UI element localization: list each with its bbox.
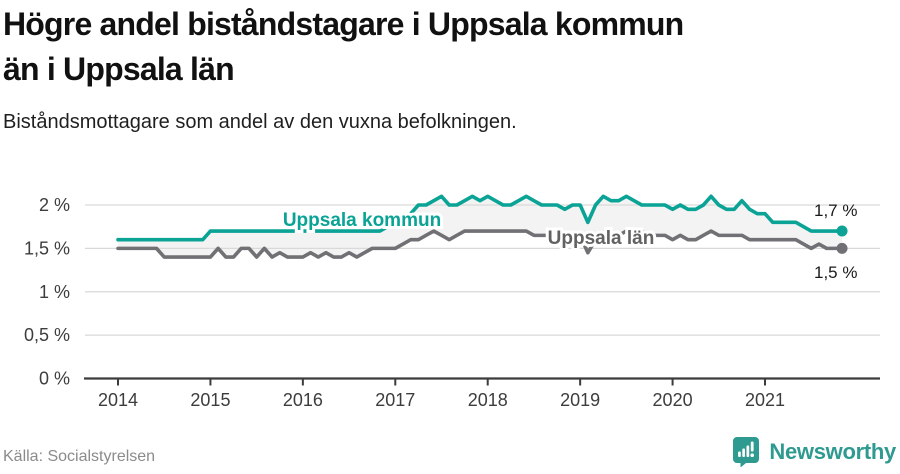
newsworthy-chart-bubble-icon [733,437,760,467]
series-end-dot-lan [836,242,848,254]
series-label-kommun: Uppsala kommun [283,210,441,231]
series-line-lan [116,229,844,259]
x-tick-label: 2020 [653,390,693,410]
line-chart: 2014 2015 2016 2017 2018 2019 2020 2021 0 % 0,5 %… [0,160,900,420]
between-series-fill [118,196,843,258]
y-tick-label: 2 % [39,195,70,215]
y-tick-label: 1,5 % [24,238,70,258]
series-end-dot-kommun [836,225,848,237]
x-tick-label: 2021 [745,390,785,410]
page-title: Högre andel biståndstagare i Uppsala kom… [3,2,897,92]
end-value-label-lan: 1,5 % [814,263,857,282]
x-tick-label: 2015 [190,390,230,410]
source-note: Källa: Socialstyrelsen [3,448,156,465]
chart-subtitle: Biståndsmottagare som andel av den vuxna… [3,111,517,133]
x-tick-label: 2017 [375,390,415,410]
brand-name: Newsworthy [769,438,896,464]
chart-header: Högre andel biståndstagare i Uppsala kom… [3,2,897,92]
end-value-label-kommun: 1,7 % [814,201,857,220]
x-tick-label: 2014 [98,390,138,410]
series-line-kommun [116,194,844,242]
newsworthy-logo: Newsworthy [732,436,896,467]
y-tick-label: 0,5 % [24,325,70,345]
chart-footer: Källa: Socialstyrelsen Newsworthy [0,430,900,474]
x-tick-label: 2018 [468,390,508,410]
y-tick-label: 1 % [39,282,70,302]
series-label-lan: Uppsala län [548,228,655,249]
x-tick-label: 2019 [560,390,600,410]
y-tick-label: 0 % [39,369,70,389]
title-line-1: Högre andel biståndstagare i Uppsala kom… [3,6,684,42]
x-tick-label: 2016 [283,390,323,410]
title-line-2: än i Uppsala län [3,51,235,87]
line-chart-canvas: 2014 2015 2016 2017 2018 2019 2020 2021 0 % 0,5 %… [24,194,880,410]
